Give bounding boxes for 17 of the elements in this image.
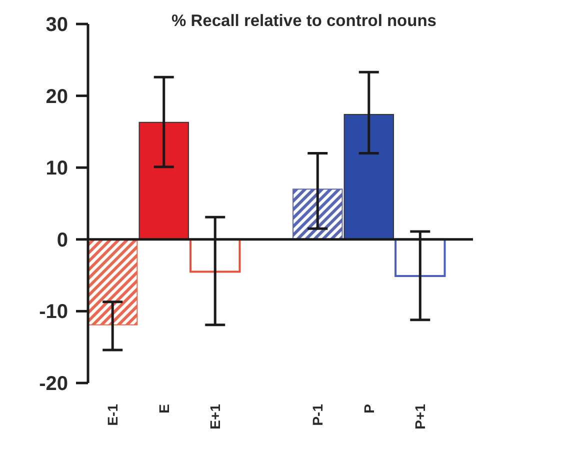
bar (138, 122, 189, 240)
bar (292, 188, 343, 240)
y-tick-label: 20 (46, 86, 68, 108)
y-tick-label: -20 (39, 373, 68, 395)
x-tick-label: P (360, 404, 377, 414)
bar (88, 238, 138, 326)
chart-title: % Recall relative to control nouns (172, 12, 436, 30)
y-tick-label: 0 (56, 229, 68, 252)
y-tick-label: 10 (46, 158, 68, 180)
x-tick-label: E-1 (104, 404, 121, 426)
bar (344, 114, 394, 240)
x-tick-label: P-1 (310, 404, 326, 426)
x-tick-label: P+1 (412, 404, 428, 430)
y-tick-label: 30 (46, 14, 68, 36)
y-tick-label: -10 (39, 301, 68, 324)
x-tick-label: E (156, 404, 172, 414)
x-tick-label: E+1 (207, 404, 224, 430)
